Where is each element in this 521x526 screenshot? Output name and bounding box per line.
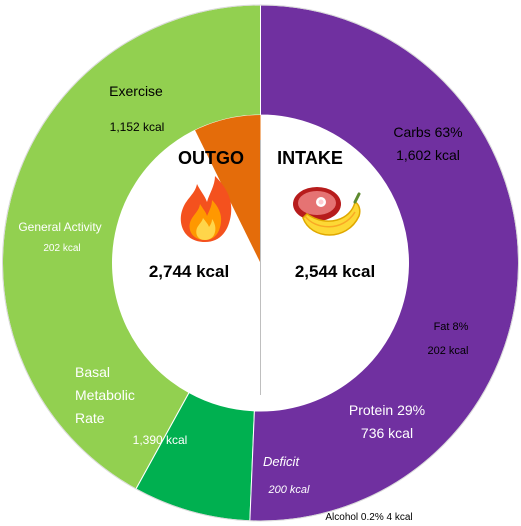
protein-label: Protein 29% [349, 402, 425, 418]
fat-label: Fat 8% [434, 321, 469, 333]
alcohol-label: Alcohol 0.2% 4 kcal [325, 512, 412, 523]
fat-value: 202 kcal [428, 345, 469, 357]
general-activity-label: General Activity [18, 220, 101, 234]
donut-outline [2, 4, 519, 522]
bmr-label-line-3: Rate [75, 410, 105, 426]
exercise-value: 1,152 kcal [110, 120, 165, 134]
carbs-value: 1,602 kcal [396, 147, 460, 163]
intake-title: INTAKE [277, 148, 343, 168]
intake-total: 2,544 kcal [295, 262, 375, 281]
deficit-label: Deficit [263, 454, 301, 469]
bmr-value: 1,390 kcal [133, 433, 188, 447]
exercise-label: Exercise [109, 83, 163, 99]
deficit-wedge [195, 115, 261, 263]
deficit-value: 200 kcal [268, 484, 311, 496]
meat-and-banana-icon [293, 187, 361, 236]
fire-icon [180, 176, 232, 242]
bmr-label-line-1: Basal [75, 364, 110, 380]
outgo-title: OUTGO [178, 148, 244, 168]
bmr-label-line-2: Metabolic [75, 387, 135, 403]
protein-value: 736 kcal [361, 425, 413, 441]
outgo-total: 2,744 kcal [149, 262, 229, 281]
general-activity-value: 202 kcal [43, 243, 80, 254]
carbs-label: Carbs 63% [393, 124, 462, 140]
segment-separators [2, 4, 519, 522]
